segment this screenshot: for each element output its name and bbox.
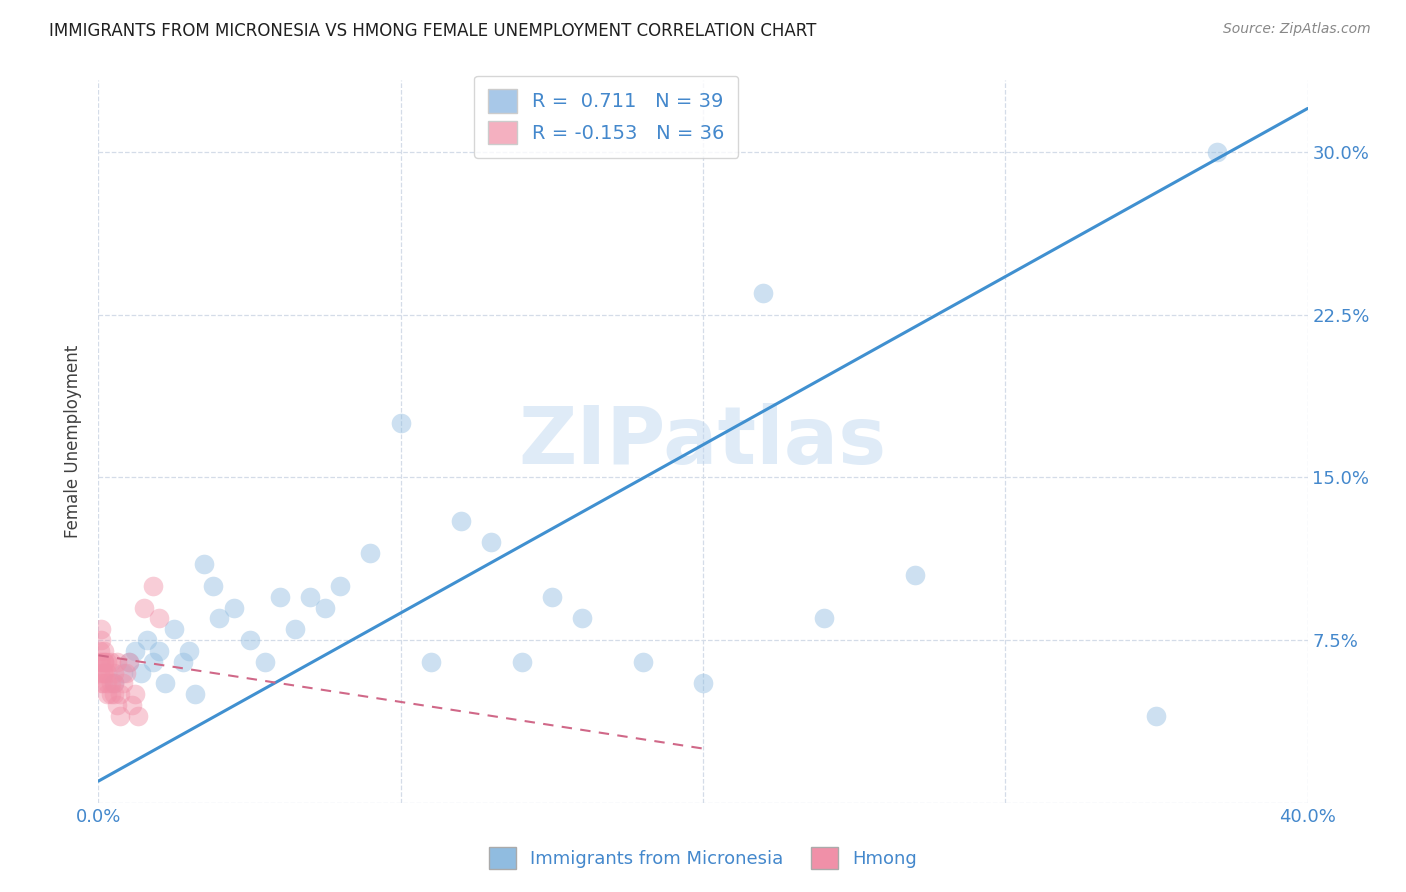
Point [813,611,835,625]
Point [89,665,111,680]
Point [93,655,115,669]
Point [510,655,533,669]
Point [571,611,593,625]
Point [118,655,141,669]
Point [103,687,125,701]
Point [269,590,291,604]
Point [103,676,125,690]
Point [135,633,157,648]
Point [142,655,165,669]
Text: ZIPatlas: ZIPatlas [519,402,887,481]
Point [752,285,775,300]
Point [90,633,112,648]
Point [93,655,115,669]
Point [96,687,118,701]
Point [253,655,276,669]
Point [96,665,118,680]
Point [108,687,131,701]
Point [193,557,215,571]
Point [360,546,382,560]
Point [148,644,170,658]
Point [163,622,186,636]
Point [450,514,472,528]
Point [124,687,146,701]
Point [1206,145,1229,159]
Point [100,687,122,701]
Point [90,622,112,636]
Point [96,655,118,669]
Point [692,676,714,690]
Point [105,698,128,713]
Point [91,665,114,680]
Point [111,676,134,690]
Point [100,655,122,669]
Point [100,676,122,690]
Point [103,676,125,690]
Point [108,709,131,723]
Point [153,676,176,690]
Text: Source: ZipAtlas.com: Source: ZipAtlas.com [1223,22,1371,37]
Point [132,600,155,615]
Point [148,611,170,625]
Point [96,676,118,690]
Point [129,665,152,680]
Point [389,416,412,430]
Point [420,655,443,669]
Legend: R =  0.711   N = 39, R = -0.153   N = 36: R = 0.711 N = 39, R = -0.153 N = 36 [474,76,738,158]
Point [142,579,165,593]
Point [124,644,146,658]
Point [540,590,562,604]
Point [111,665,134,680]
Point [1144,709,1167,723]
Point [314,600,336,615]
Point [208,611,231,625]
Y-axis label: Female Unemployment: Female Unemployment [65,345,83,538]
Point [329,579,352,593]
Point [105,655,128,669]
Point [90,655,112,669]
Point [89,644,111,658]
Point [91,676,114,690]
Point [172,655,194,669]
Point [904,568,927,582]
Point [93,665,115,680]
Point [481,535,503,549]
Point [224,600,246,615]
Point [118,655,141,669]
Text: IMMIGRANTS FROM MICRONESIA VS HMONG FEMALE UNEMPLOYMENT CORRELATION CHART: IMMIGRANTS FROM MICRONESIA VS HMONG FEMA… [49,22,817,40]
Point [631,655,654,669]
Point [90,676,112,690]
Point [299,590,322,604]
Point [184,687,207,701]
Point [127,709,149,723]
Point [239,633,262,648]
Point [89,655,111,669]
Point [103,665,125,680]
Legend: Immigrants from Micronesia, Hmong: Immigrants from Micronesia, Hmong [482,839,924,876]
Point [284,622,307,636]
Point [202,579,225,593]
Point [121,698,143,713]
Point [114,665,136,680]
Point [179,644,201,658]
Point [93,644,115,658]
